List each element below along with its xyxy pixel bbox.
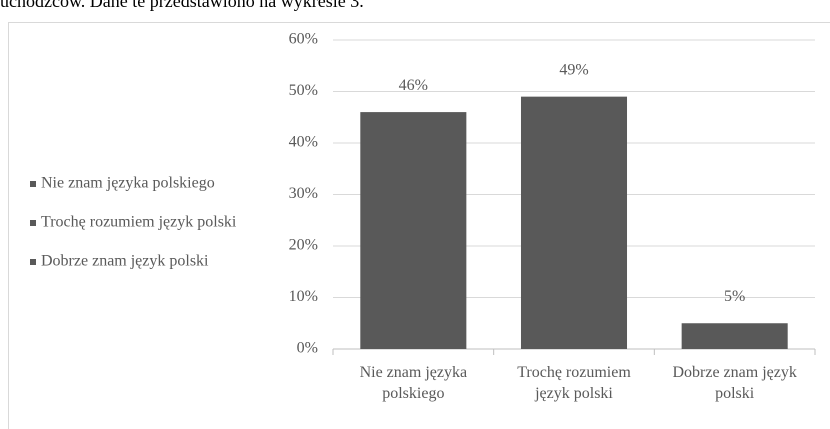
data-label: 5% <box>724 288 745 305</box>
y-tick-label: 50% <box>289 82 318 99</box>
legend-label: Nie znam języka polskiego <box>41 175 215 192</box>
legend-label: Trochę rozumiem język polski <box>41 214 237 231</box>
y-tick-label: 30% <box>289 185 318 202</box>
y-tick-label: 0% <box>297 340 318 357</box>
x-tick-label: Nie znam języka polskiego <box>359 364 468 402</box>
y-tick-label: 20% <box>289 237 318 254</box>
legend-swatch <box>30 220 36 226</box>
bar <box>360 112 467 349</box>
bar <box>520 96 628 350</box>
y-tick-label: 40% <box>289 134 318 151</box>
body-text: uchodźców. Dane te przedstawiono na wykr… <box>0 0 364 11</box>
data-label: 46% <box>399 77 428 94</box>
y-tick-label: 60% <box>289 31 318 48</box>
legend-swatch <box>30 181 36 187</box>
data-label: 49% <box>559 61 588 78</box>
legend-label: Dobrze znam język polski <box>41 253 209 270</box>
x-tick-label: Dobrze znam język polski <box>672 364 797 402</box>
y-tick-label: 10% <box>289 288 318 305</box>
legend-swatch <box>30 259 36 265</box>
bar <box>681 323 788 349</box>
x-tick-label: Trochę rozumiem język polski <box>517 364 631 402</box>
